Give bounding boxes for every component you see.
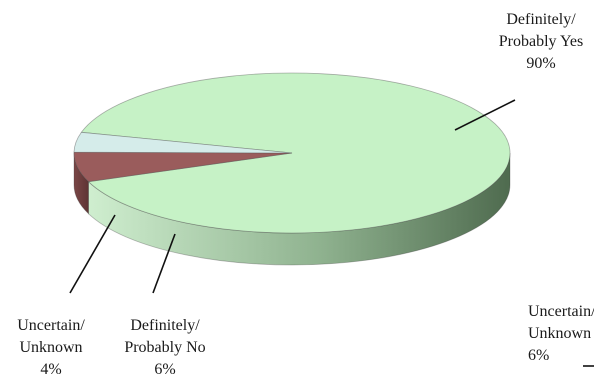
partial-label-uncertain-percent: 6%: [528, 347, 549, 364]
partial-label-uncertain-line-1: Unknown: [528, 325, 591, 342]
pie-layer: [73, 72, 511, 266]
label-layer: Definitely/Probably Yes90%Definitely/Pro…: [17, 11, 594, 378]
partial-label-uncertain: Uncertain/Unknown 6%: [528, 303, 594, 364]
pie-slice-2: [73, 131, 293, 154]
slice-label-yes-line-0: Definitely/: [506, 11, 576, 28]
slice-label-no-percent: 6%: [154, 361, 175, 378]
pie-slice-1: [73, 151, 293, 183]
slice-label-yes-line-1: Probably Yes: [499, 33, 583, 50]
slice-label-uncertain-percent: 4%: [40, 361, 61, 378]
leader-line-yes: [454, 99, 516, 131]
leader-line-uncertain: [69, 214, 116, 294]
slice-label-no: Definitely/Probably No 6%: [124, 317, 205, 378]
slice-label-uncertain-line-0: Uncertain/: [17, 317, 85, 334]
slice-label-uncertain-line-1: Unknown: [19, 339, 82, 356]
partial-label-uncertain-line-0: Uncertain/: [528, 303, 594, 320]
leader-line-no: [152, 233, 176, 294]
slice-label-uncertain: Uncertain/Unknown 4%: [17, 317, 85, 378]
slice-label-no-line-0: Definitely/: [130, 317, 200, 334]
slice-label-yes: Definitely/Probably Yes 90%: [499, 11, 583, 72]
slice-label-yes-percent: 90%: [526, 55, 555, 72]
pie-slice-0: [80, 72, 511, 234]
slice-label-no-line-1: Probably No: [124, 339, 205, 356]
